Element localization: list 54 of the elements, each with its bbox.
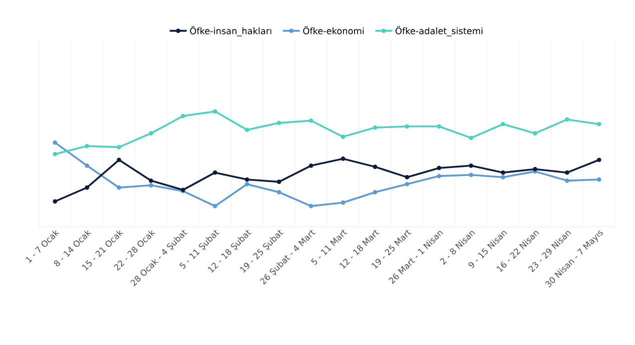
- point: [340, 200, 346, 205]
- point: [596, 177, 602, 182]
- point: [148, 178, 154, 183]
- point: [500, 174, 506, 180]
- legend-label: Öfke-ekonomi: [303, 26, 364, 34]
- point: [244, 128, 250, 132]
- point: [468, 163, 474, 168]
- point: [468, 136, 474, 140]
- point: [404, 124, 410, 128]
- point: [340, 156, 346, 161]
- legend-label: Öfke-adalet_sistemi: [396, 26, 482, 36]
- point: [52, 199, 58, 204]
- point: [596, 122, 602, 126]
- legend-label: Öfke-insan_hakları: [190, 26, 272, 36]
- point: [276, 180, 282, 184]
- point: [84, 185, 90, 190]
- point: [116, 158, 122, 162]
- point: [436, 124, 442, 128]
- point: [84, 144, 90, 148]
- point: [244, 182, 250, 186]
- point: [212, 170, 218, 175]
- point: [532, 131, 538, 136]
- point: [244, 177, 250, 182]
- point: [372, 125, 378, 130]
- point: [564, 178, 570, 183]
- point: [532, 166, 538, 172]
- point: [308, 163, 314, 168]
- point: [308, 204, 314, 208]
- point: [212, 109, 218, 114]
- point: [212, 204, 218, 208]
- point: [116, 185, 122, 190]
- point: [276, 120, 282, 125]
- point: [180, 114, 186, 118]
- point: [372, 190, 378, 194]
- point: [404, 182, 410, 186]
- point: [500, 170, 506, 175]
- point: [436, 166, 442, 170]
- point: [84, 163, 90, 168]
- point: [372, 164, 378, 169]
- point: [564, 170, 570, 175]
- point: [500, 122, 506, 126]
- point: [468, 172, 474, 177]
- point: [340, 134, 346, 139]
- point: [52, 140, 58, 145]
- point: [148, 131, 154, 136]
- point: [116, 144, 122, 150]
- point: [148, 182, 154, 188]
- point: [564, 117, 570, 122]
- point: [596, 158, 602, 162]
- point: [52, 152, 58, 156]
- point: [436, 174, 442, 178]
- point: [308, 118, 314, 123]
- point: [404, 174, 410, 180]
- point: [276, 190, 282, 194]
